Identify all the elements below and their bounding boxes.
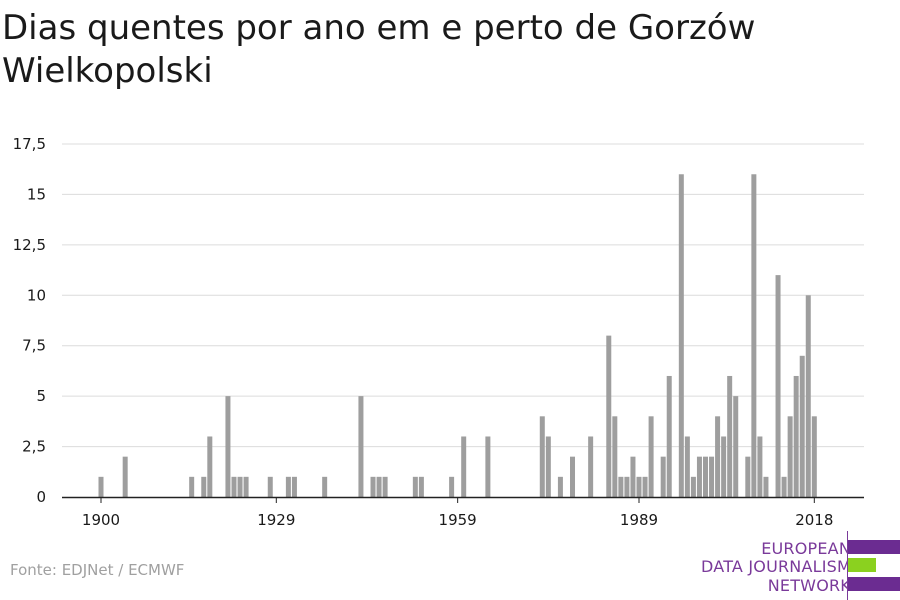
bar-1996 — [678, 174, 684, 497]
x-axis-ticks: 1900 1929 1959 1989 2018 — [82, 497, 833, 529]
x-tick-label: 1929 — [257, 511, 295, 529]
bar-1985 — [612, 416, 618, 497]
bar-1904 — [122, 456, 128, 497]
logo-line-network: NETWORK — [767, 576, 851, 595]
bar-1918 — [207, 436, 213, 497]
bar-1978 — [570, 456, 576, 497]
bar-1989 — [636, 476, 642, 497]
bar-1981 — [588, 436, 594, 497]
bar-2014 — [787, 416, 793, 497]
gridlines — [62, 143, 864, 448]
x-tick-label: 1989 — [620, 511, 658, 529]
bar-1986 — [618, 476, 624, 497]
logo-purple-bar-top — [848, 540, 900, 554]
bar-1923 — [237, 476, 243, 497]
bar-2008 — [751, 174, 757, 497]
bar-2007 — [745, 456, 751, 497]
bar-2012 — [775, 275, 781, 497]
chart-title: Dias quentes por ano em e perto de Gorzó… — [2, 8, 756, 91]
bar-1993 — [660, 456, 666, 497]
bar-1998 — [690, 476, 696, 497]
bar-1960 — [461, 436, 467, 497]
bar-1997 — [684, 436, 690, 497]
bar-1964 — [485, 436, 491, 497]
bar-2003 — [721, 436, 727, 497]
y-tick-label: 7,5 — [22, 337, 46, 355]
bar-1922 — [231, 476, 237, 497]
bar-1991 — [648, 416, 654, 497]
bars — [98, 174, 817, 497]
bar-2001 — [709, 456, 715, 497]
bar-1973 — [539, 416, 545, 497]
x-tick-label: 2018 — [795, 511, 833, 529]
bar-2015 — [793, 375, 799, 497]
bar-2004 — [727, 375, 733, 497]
bar-2005 — [733, 396, 739, 497]
bar-2010 — [763, 476, 769, 497]
bar-2009 — [757, 436, 763, 497]
bar-2000 — [703, 456, 708, 497]
bar-1917 — [201, 476, 207, 497]
bar-1921 — [225, 396, 231, 497]
y-tick-label: 15 — [27, 185, 46, 203]
bar-1984 — [606, 335, 612, 497]
bar-1974 — [545, 436, 551, 497]
bar-1976 — [557, 476, 563, 497]
bar-2018 — [811, 416, 817, 497]
bar-1937 — [322, 476, 328, 497]
bar-1990 — [642, 476, 648, 497]
bar-1999 — [696, 456, 702, 497]
y-tick-label: 5 — [36, 387, 46, 405]
x-tick-label: 1959 — [439, 511, 477, 529]
bar-1946 — [376, 476, 382, 497]
x-tick-label: 1900 — [82, 511, 120, 529]
y-tick-label: 12,5 — [13, 236, 46, 254]
logo-divider — [847, 531, 848, 600]
bar-1952 — [412, 476, 418, 497]
bar-2016 — [799, 355, 805, 497]
edjnet-logo: EUROPEAN DATA JOURNALISM NETWORK — [640, 531, 900, 600]
bar-1947 — [382, 476, 388, 497]
y-axis-tick-labels: 0 2,5 5 7,5 10 12,5 15 17,5 — [13, 135, 46, 506]
bar-1953 — [418, 476, 424, 497]
bar-1994 — [666, 375, 672, 497]
bar-2017 — [805, 295, 811, 497]
bar-1915 — [189, 476, 195, 497]
bar-1987 — [624, 476, 630, 497]
bar-1928 — [267, 476, 273, 497]
source-note: Fonte: EDJNet / ECMWF — [10, 561, 185, 579]
bar-1931 — [285, 476, 291, 497]
bar-2013 — [781, 476, 787, 497]
bar-1988 — [630, 456, 636, 497]
logo-green-bar — [848, 558, 876, 572]
logo-line-data-journalism: DATA JOURNALISM — [701, 557, 851, 576]
y-tick-label: 10 — [27, 286, 46, 304]
y-tick-label: 2,5 — [22, 438, 46, 456]
bar-1932 — [291, 476, 297, 497]
y-tick-label: 17,5 — [13, 135, 46, 153]
bar-1943 — [358, 396, 364, 497]
bar-1900 — [98, 476, 104, 497]
bar-2002 — [715, 416, 721, 497]
logo-line-european: EUROPEAN — [761, 539, 851, 558]
y-tick-label: 0 — [36, 488, 46, 506]
logo-purple-bar-bottom — [848, 577, 900, 591]
bar-1958 — [449, 476, 455, 497]
bar-1945 — [370, 476, 376, 497]
bar-1924 — [243, 476, 249, 497]
